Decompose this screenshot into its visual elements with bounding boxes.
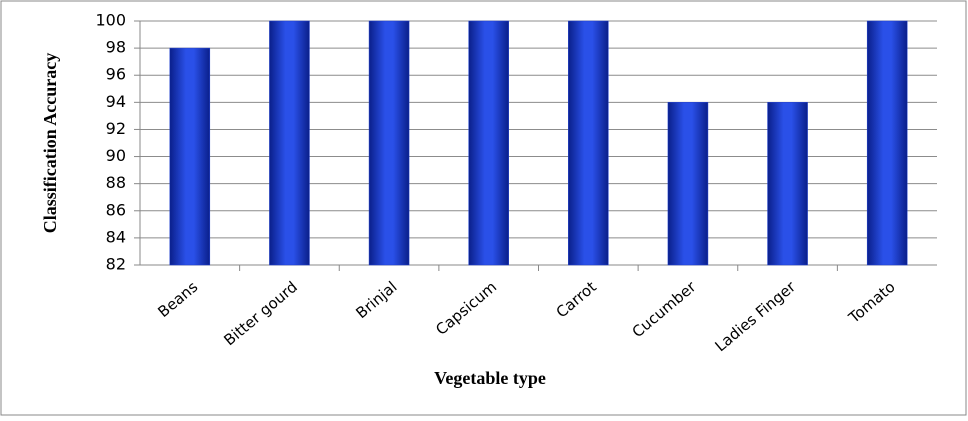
- bar: [368, 20, 410, 266]
- bar: [169, 47, 211, 266]
- bar: [269, 20, 310, 266]
- x-tick-label: Cucumber: [629, 277, 700, 341]
- bar: [667, 102, 709, 266]
- x-axis-title: Vegetable type: [434, 368, 546, 388]
- y-tick-label: 86: [106, 200, 126, 219]
- x-tick-label: Tomato: [844, 278, 898, 328]
- x-tick-label: Brinjal: [352, 278, 400, 322]
- x-tick-label: Bitter gourd: [220, 278, 301, 350]
- y-tick-label: 82: [106, 255, 126, 274]
- y-tick-label: 84: [106, 227, 126, 246]
- y-tick-label: 88: [106, 173, 126, 192]
- y-tick-label: 94: [106, 92, 126, 111]
- x-tick-label: Beans: [154, 278, 201, 321]
- y-tick-label: 90: [106, 146, 126, 165]
- y-tick-label: 96: [106, 65, 126, 84]
- bar: [468, 20, 509, 266]
- y-axis-title: Classification Accuracy: [40, 53, 60, 233]
- bar: [568, 20, 609, 266]
- bar: [767, 102, 808, 266]
- x-tick-label: Carrot: [553, 278, 600, 322]
- x-tick-label: Ladies Finger: [711, 277, 799, 355]
- y-tick-label: 92: [106, 119, 126, 138]
- y-tick-label: 98: [106, 38, 126, 57]
- y-tick-label: 100: [95, 11, 126, 30]
- x-tick-label: Capsicum: [432, 278, 500, 339]
- bar: [866, 20, 908, 266]
